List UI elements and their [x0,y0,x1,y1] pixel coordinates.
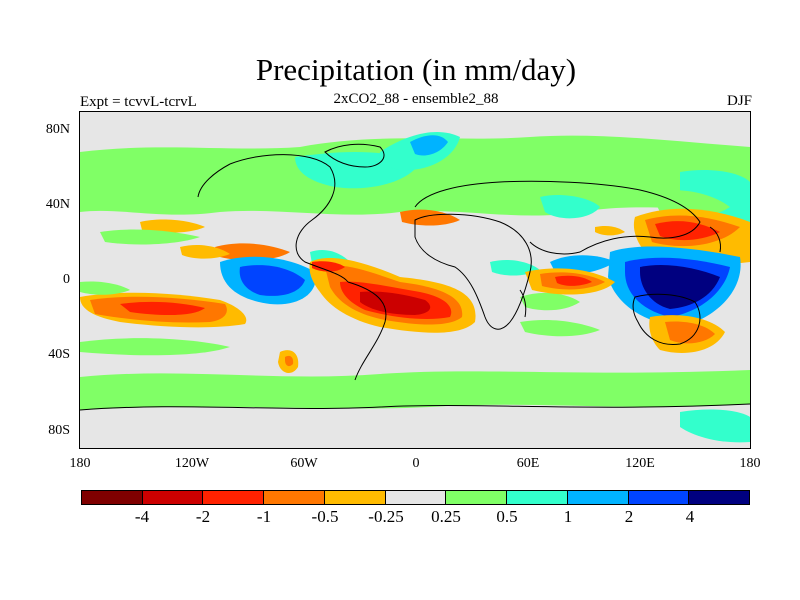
spcz-dry [80,281,247,328]
colorbar-label: 2 [624,507,634,526]
lat-tick-label: 40N [45,197,70,212]
south-america-dry [278,257,476,374]
australia-dry [649,315,725,353]
lat-tick-label: 40S [48,347,70,362]
map-canvas [80,112,750,448]
colorbar-swatch [264,491,325,504]
colorbar-swatch [324,491,386,504]
colorbar-label: 4 [685,507,695,526]
colorbar-swatch [203,491,265,504]
colorbar-label: 0.5 [496,507,518,526]
lon-tick-label: 0 [412,456,420,471]
colorbar-label: -0.25 [368,507,404,526]
coastlines [80,143,750,411]
colorbar-swatch [628,491,690,504]
lat-tick-label: 0 [63,272,70,287]
season-label: DJF [726,93,752,109]
colorbar-swatch [689,491,750,504]
w-pacific-wet [490,246,741,327]
lat-tick-label: 80S [48,423,70,438]
chart-title: Precipitation (in mm/day) [255,52,577,87]
colorbar-label: 0.25 [431,507,461,526]
map-plot [79,111,751,449]
colorbar-label: -4 [134,507,150,526]
colorbar-label: -1 [256,507,272,526]
southern-ocean-wet [80,319,750,443]
colorbar-label: -2 [195,507,211,526]
colorbar-swatch [567,491,629,504]
colorbar-swatch [446,491,508,504]
lon-tick-label: 180 [739,456,761,471]
chart-subtitle: 2xCO2_88 - ensemble2_88 [333,91,499,107]
colorbar-swatch [507,491,568,504]
lon-tick-label: 60E [516,456,540,471]
lat-tick-label: 80N [45,122,70,137]
lon-tick-label: 60W [290,456,318,471]
lon-tick-label: 120E [625,456,655,471]
lon-tick-label: 120W [174,456,210,471]
colorbar-swatch [385,491,447,504]
experiment-label: Expt = tcvvL-tcrvL [80,94,197,110]
colorbar-swatch [82,491,143,504]
east-pacific-wet [220,250,350,305]
lon-tick-label: 180 [69,456,91,471]
colorbar-label: 1 [563,507,573,526]
colorbar-swatch [142,491,204,504]
colorbar-label: -0.5 [311,507,339,526]
colorbar [81,490,750,505]
precip-fields [80,132,750,261]
indian-ocean-dry [525,268,615,295]
